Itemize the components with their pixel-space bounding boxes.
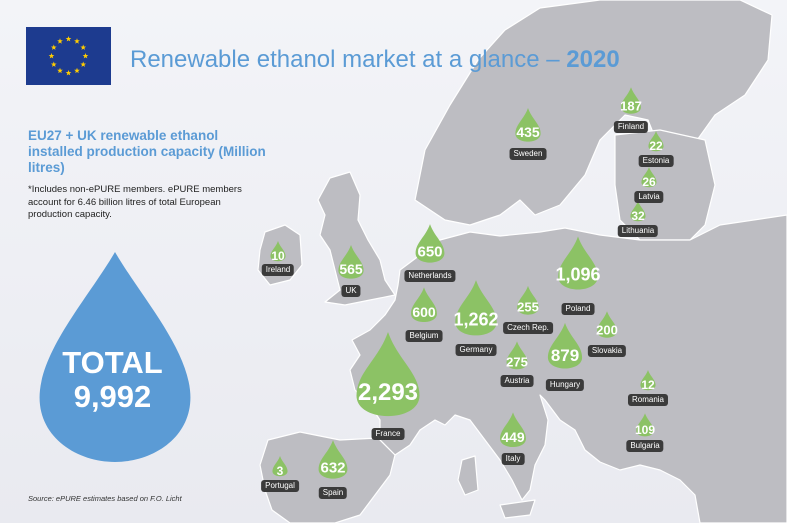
eu-star (50, 44, 57, 50)
total-value: 9,992 (73, 379, 152, 414)
label-estonia: Estonia (638, 155, 674, 167)
value-estonia: 22 (649, 138, 663, 153)
label-hungary: Hungary (545, 379, 585, 391)
drop-romania (640, 369, 656, 391)
drop-belgium (411, 287, 437, 323)
country-drops (270, 87, 664, 479)
label-portugal: Portugal (261, 480, 299, 492)
label-spain: Spain (318, 487, 348, 499)
drop-latvia (641, 166, 657, 188)
drop-hungary (547, 322, 583, 369)
label-sweden: Sweden (509, 148, 547, 160)
total-capacity: TOTAL 9,992 (40, 346, 185, 414)
eu-star (65, 70, 72, 76)
drop-finland (621, 87, 641, 114)
label-france: France (371, 428, 405, 440)
total-drop-icon (39, 252, 191, 462)
value-belgium: 600 (412, 304, 436, 321)
drop-estonia (648, 130, 664, 152)
label-poland: Poland (561, 303, 595, 315)
value-romania: 12 (641, 377, 655, 392)
drop-portugal (272, 455, 288, 477)
drop-spain (318, 440, 348, 479)
label-germany: Germany (455, 344, 497, 356)
label-romania: Romania (627, 394, 669, 406)
members-note: *Includes non-ePURE members. ePURE membe… (28, 184, 242, 220)
label-latvia: Latvia (634, 191, 664, 203)
label-austria: Austria (500, 375, 534, 387)
drop-czech-rep- (517, 285, 539, 315)
label-finland: Finland (613, 121, 649, 133)
drop-slovakia (597, 311, 617, 338)
value-bulgaria: 109 (634, 422, 656, 437)
value-finland: 187 (620, 98, 642, 114)
label-italy: Italy (501, 453, 525, 465)
value-sweden: 435 (516, 124, 540, 141)
value-ireland: 10 (271, 248, 285, 263)
value-austria: 275 (506, 354, 528, 370)
label-bulgaria: Bulgaria (626, 440, 664, 452)
drop-lithuania (630, 200, 646, 222)
eu-star (48, 53, 55, 59)
drop-bulgaria (636, 413, 654, 437)
drop-france (356, 331, 420, 417)
label-slovakia: Slovakia (587, 345, 627, 357)
value-latvia: 26 (642, 174, 656, 189)
value-lithuania: 32 (631, 208, 645, 223)
eu-star (65, 36, 72, 42)
eu-star (74, 38, 80, 44)
eu-flag-star-ring (48, 36, 89, 76)
label-uk: UK (341, 285, 361, 297)
drop-uk (338, 244, 364, 279)
value-czech-rep-: 255 (517, 299, 539, 315)
page-title: Renewable ethanol market at a glance – 2… (130, 46, 620, 73)
value-spain: 632 (320, 459, 346, 477)
drop-germany (455, 280, 497, 336)
drop-sweden (515, 107, 541, 142)
value-slovakia: 200 (596, 322, 618, 338)
value-italy: 449 (501, 429, 525, 446)
capacity-subtitle: EU27 + UK renewable ethanol installed pr… (28, 128, 266, 175)
label-netherlands: Netherlands (404, 270, 456, 282)
value-uk: 565 (339, 261, 363, 278)
value-netherlands: 650 (417, 243, 443, 261)
eu-star (57, 38, 63, 44)
great-britain-shape (317, 171, 396, 306)
eu-star (82, 53, 89, 59)
value-poland: 1,096 (555, 264, 601, 285)
value-portugal: 3 (276, 463, 284, 478)
total-label: TOTAL (62, 345, 163, 380)
drop-ireland (270, 240, 286, 262)
value-hungary: 879 (550, 345, 580, 365)
label-belgium: Belgium (405, 330, 443, 342)
drop-austria (506, 341, 528, 370)
label-czech-rep-: Czech Rep. (503, 322, 553, 334)
eu-star (50, 61, 57, 67)
drop-italy (500, 412, 526, 448)
sardinia-shape (457, 455, 479, 496)
value-germany: 1,262 (453, 309, 499, 330)
eu-star (80, 44, 87, 50)
value-france: 2,293 (357, 378, 419, 406)
drop-netherlands (415, 224, 445, 263)
label-lithuania: Lithuania (617, 225, 659, 237)
eu-star (74, 67, 80, 74)
label-ireland: Ireland (261, 264, 295, 276)
sicily-shape (499, 499, 536, 519)
baltic-states-shape (614, 129, 716, 241)
source-note: Source: ePURE estimates based on F.O. Li… (28, 494, 182, 503)
drop-poland (558, 236, 598, 290)
eu-star (57, 67, 63, 74)
eu-star (80, 61, 87, 67)
